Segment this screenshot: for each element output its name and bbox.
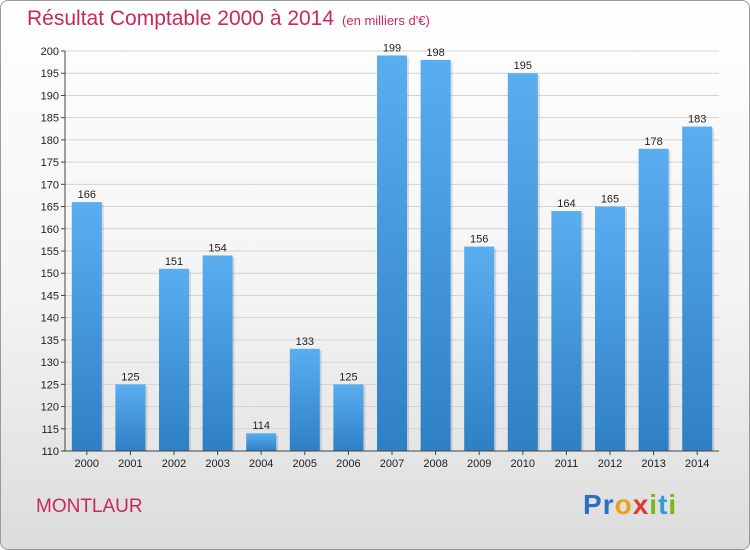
bar-2005[interactable] (289, 348, 320, 451)
bar-2009[interactable] (464, 246, 495, 451)
y-tick-label: 145 (41, 290, 59, 302)
x-tick-label-2013: 2013 (641, 458, 665, 470)
x-tick-label-2007: 2007 (380, 458, 404, 470)
data-label-2013: 178 (644, 136, 662, 148)
x-tick-label-2011: 2011 (555, 458, 579, 470)
y-tick-label: 115 (41, 424, 59, 436)
logo-letter: i (649, 489, 659, 520)
y-tick-label: 175 (41, 157, 59, 169)
x-tick-label-2012: 2012 (598, 458, 622, 470)
y-tick-label: 185 (41, 113, 59, 125)
bar-2006[interactable] (333, 384, 364, 451)
data-label-2000: 166 (78, 189, 96, 201)
data-label-2012: 165 (601, 194, 619, 206)
bar-2014[interactable] (682, 126, 713, 452)
data-label-2007: 199 (383, 42, 401, 54)
data-label-2006: 125 (339, 371, 357, 383)
bar-2003[interactable] (202, 255, 233, 451)
y-tick-label: 190 (41, 90, 59, 102)
y-tick-label: 160 (41, 224, 59, 236)
data-label-2008: 198 (426, 47, 444, 59)
x-tick-label-2005: 2005 (293, 458, 317, 470)
x-tick-label-2004: 2004 (249, 458, 273, 470)
y-tick-label: 130 (41, 357, 59, 369)
chart-title: Résultat Comptable 2000 à 2014 (en millie… (27, 7, 430, 31)
y-tick-label: 140 (41, 313, 59, 325)
y-tick-label: 180 (41, 135, 59, 147)
x-tick-label-2002: 2002 (162, 458, 186, 470)
chart-title-text: Résultat Comptable 2000 à 2014 (27, 7, 335, 30)
bars: 166 125 151 154 114 133 125 199 198 156 195 164 165 1… (71, 42, 715, 452)
y-tick-label: 135 (41, 335, 59, 347)
x-tick-label-2008: 2008 (423, 458, 447, 470)
commune-name: MONTLAUR (36, 496, 143, 517)
x-tick-label-2010: 2010 (511, 458, 535, 470)
logo-letter: i (668, 489, 678, 520)
data-label-2005: 133 (296, 336, 314, 348)
data-label-2011: 164 (557, 198, 575, 210)
chart-subtitle: (en milliers d'€) (342, 13, 430, 28)
x-tick-label-2000: 2000 (75, 458, 99, 470)
bar-2007[interactable] (377, 55, 407, 451)
bar-2011[interactable] (551, 211, 582, 451)
x-tick-label-2006: 2006 (336, 458, 360, 470)
bar-2004[interactable] (246, 433, 277, 451)
x-tick-label-2009: 2009 (467, 458, 491, 470)
data-label-2002: 151 (165, 256, 183, 268)
x-tick-label-2001: 2001 (118, 458, 142, 470)
data-label-2009: 156 (470, 234, 488, 246)
bar-2010[interactable] (507, 73, 538, 451)
bar-2013[interactable] (638, 148, 669, 451)
bar-2012[interactable] (595, 206, 625, 451)
y-tick-label: 125 (41, 379, 59, 391)
y-tick-label: 120 (41, 402, 59, 414)
logo-letter: P (583, 489, 603, 520)
bar-2008[interactable] (420, 59, 451, 452)
x-tick-label-2003: 2003 (205, 458, 229, 470)
data-label-2014: 183 (688, 114, 706, 126)
data-label-2004: 114 (252, 420, 270, 432)
y-tick-label: 110 (41, 446, 59, 458)
proxiti-logo[interactable]: Proxiti (583, 489, 677, 521)
y-tick-label: 165 (41, 202, 59, 214)
logo-letter: r (602, 489, 615, 520)
y-tick-label: 200 (41, 46, 59, 58)
bar-2001[interactable] (115, 384, 146, 451)
logo-letter: t (658, 489, 669, 520)
y-tick-label: 170 (41, 179, 59, 191)
y-tick-label: 155 (41, 246, 59, 258)
bar-2002[interactable] (159, 268, 189, 451)
data-label-2001: 125 (121, 371, 139, 383)
y-tick-label: 150 (41, 268, 59, 280)
data-label-2010: 195 (514, 60, 532, 72)
axes: 110 115 120 125 130 135 140 145 150 155 160 165 170 1… (41, 46, 719, 470)
y-tick-label: 195 (41, 68, 59, 80)
bar-2000[interactable] (71, 202, 102, 451)
x-tick-label-2014: 2014 (685, 458, 709, 470)
logo-letter: o (614, 489, 633, 520)
logo-letter: x (632, 489, 650, 520)
data-label-2003: 154 (208, 242, 226, 254)
